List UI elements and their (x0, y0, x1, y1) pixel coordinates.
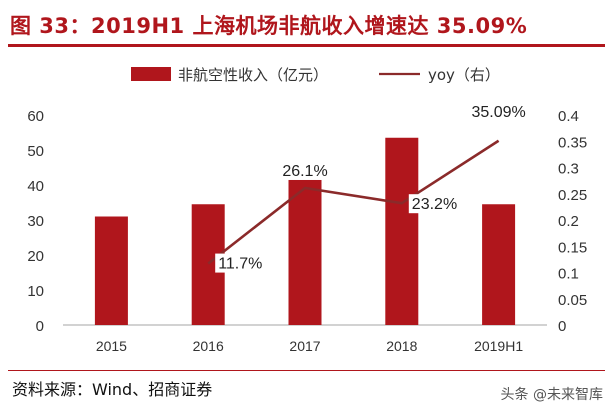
yoy-line (207, 139, 500, 265)
legend-bar-label: 非航空性收入（亿元） (178, 66, 328, 84)
x-tick-label: 2019H1 (474, 338, 523, 354)
bar-2018 (385, 137, 419, 325)
y-left-tick-label: 50 (27, 143, 44, 160)
y-left-tick-label: 60 (27, 108, 44, 125)
figure-title: 图 33：2019H1 上海机场非航收入增速达 35.09% (10, 14, 528, 38)
source-note: 资料来源：Wind、招商证券 (12, 380, 213, 399)
data-label-bg (468, 101, 530, 121)
data-label: 26.1% (282, 163, 327, 180)
bar-2015 (94, 216, 128, 325)
data-label: 35.09% (471, 104, 525, 121)
x-tick-label: 2016 (193, 338, 224, 354)
y-right-tick-label: 0.4 (558, 108, 579, 125)
y-left-tick-label: 10 (27, 283, 44, 300)
y-right-tick-label: 0.1 (558, 266, 579, 283)
legend-line-label: yoy（右） (428, 66, 500, 84)
y-right-tick-label: 0.35 (558, 134, 587, 151)
title-divider (8, 44, 605, 47)
bar-2017 (288, 171, 322, 325)
y-right-tick-label: 0 (558, 318, 566, 335)
legend-bar-swatch (131, 67, 171, 81)
footer-divider (8, 370, 605, 371)
y-left-tick-label: 30 (27, 213, 44, 230)
y-left-tick-label: 40 (27, 178, 44, 195)
y-right-tick-label: 0.2 (558, 213, 579, 230)
y-right-tick-label: 0.3 (558, 161, 579, 178)
y-right-tick-label: 0.05 (558, 292, 587, 309)
y-left-tick-label: 0 (36, 318, 44, 335)
data-label: 23.2% (412, 196, 457, 213)
x-tick-label: 2017 (289, 338, 320, 354)
watermark: 头条 @未来智库 (500, 387, 603, 403)
bar-2019H1 (482, 204, 516, 325)
data-label-bg (408, 194, 461, 214)
y-right-tick-label: 0.15 (558, 239, 587, 256)
data-label: 11.7% (218, 256, 262, 273)
x-tick-label: 2018 (386, 338, 417, 354)
data-label-bg (279, 160, 331, 180)
y-right-tick-label: 0.25 (558, 187, 587, 204)
x-tick-label: 2015 (96, 338, 127, 354)
data-label-bg (215, 253, 268, 273)
y-left-tick-label: 20 (27, 248, 44, 265)
